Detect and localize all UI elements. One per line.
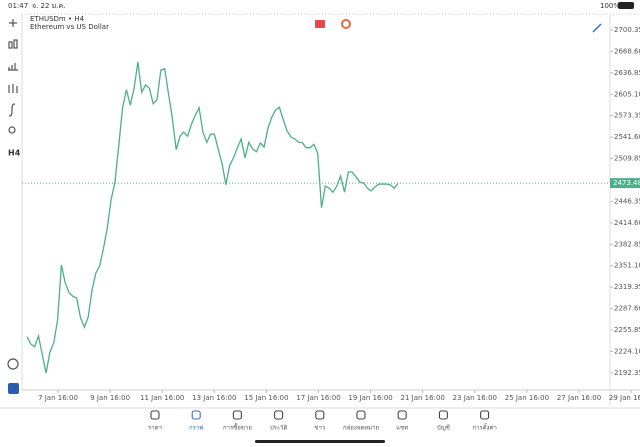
y-tick-label: 2287.60 [614,305,640,313]
y-tick-label: 2192.35 [614,369,640,377]
nav-label[interactable]: กราฟ [189,425,203,432]
nav-icon[interactable] [480,410,490,420]
nav-icon[interactable] [150,410,160,420]
nav-label[interactable]: การซื้อขาย [223,422,252,432]
nav-icon[interactable] [274,410,284,420]
y-tick-label: 2446.35 [614,197,640,205]
nav-icon[interactable] [397,410,407,420]
x-tick-label: 21 Jan 16:00 [401,394,445,402]
left-tools[interactable] [7,19,19,394]
bottom-nav: ราคา กราฟ การซื้อขาย ประวัติ ข่าว กล่องจดหมาย… [148,410,497,443]
plot: 2700.35 2668.60 2636.85 2605.10 2573.35 2541.… [22,26,640,402]
x-tick-label: 17 Jan 16:00 [296,394,340,402]
nav-icon[interactable] [232,410,242,420]
battery: 100% [600,2,620,10]
nav-icon[interactable] [438,410,448,420]
current-price-tag [610,178,640,189]
y-tick-label: 2700.35 [614,26,640,34]
y-tick-label: 2668.60 [614,47,640,55]
nav-label[interactable]: ข่าว [314,425,325,432]
home-indicator [255,440,385,443]
y-tick-label: 2573.35 [614,112,640,120]
draw-tool[interactable] [592,23,602,33]
date: จ. 22 ม.ค. [32,2,65,10]
y-tick-label: 2255.85 [614,326,640,334]
nav-icon[interactable] [315,410,325,420]
y-tick-label: 2541.60 [614,133,640,141]
sell-button[interactable] [315,20,325,28]
description: Ethereum vs US Dollar [30,23,109,31]
y-tick-label: 2351.10 [614,262,640,270]
price-line [26,61,399,374]
y-tick-label: 2224.10 [614,347,640,355]
nav-icon[interactable] [191,410,201,420]
x-tick-label: 15 Jan 16:00 [244,394,288,402]
symbol[interactable]: ETHUSDm • H4 [30,15,85,23]
x-tick-label: 29 Jan 16:00 [609,394,640,402]
indicator-button[interactable] [341,19,351,29]
clock: 01:47 [8,2,28,10]
nav-label[interactable]: การตั้งค่า [472,422,496,432]
nav-label[interactable]: บัญชี [437,424,450,432]
x-tick-label: 27 Jan 16:00 [557,394,601,402]
y-tick-label: 2414.60 [614,219,640,227]
nav-label[interactable]: แชท [396,425,408,432]
nav-label[interactable]: ประวัติ [270,425,288,432]
battery-icon [618,2,634,9]
nav-icon[interactable] [356,410,366,420]
y-tick-label: 2382.85 [614,240,640,248]
x-tick-label: 25 Jan 16:00 [505,394,549,402]
x-tick-label: 23 Jan 16:00 [453,394,497,402]
nav-label[interactable]: ราคา [148,425,162,432]
timeframe[interactable]: H4 [8,149,21,158]
y-tick-label: 2636.85 [614,69,640,77]
x-tick-label: 7 Jan 16:00 [38,394,78,402]
nav-label[interactable]: กล่องจดหมาย [343,425,379,432]
x-tick-label: 11 Jan 16:00 [140,394,184,402]
current-price-label: 2473.48 [613,179,640,187]
y-tick-label: 2319.35 [614,283,640,291]
x-tick-label: 19 Jan 16:00 [348,394,392,402]
y-tick-label: 2605.10 [614,90,640,98]
y-tick-label: 2509.85 [614,155,640,163]
x-tick-label: 9 Jan 16:00 [90,394,130,402]
x-tick-label: 13 Jan 16:00 [192,394,236,402]
